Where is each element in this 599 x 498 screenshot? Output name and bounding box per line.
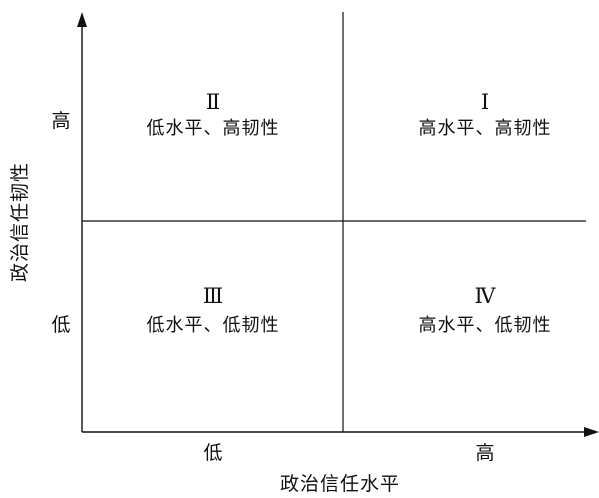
y-tick-low: 低 <box>51 314 70 336</box>
quadrant-ii-label: 低水平、高韧性 <box>147 118 280 139</box>
y-tick-high: 高 <box>51 110 70 132</box>
x-axis-arrow-icon <box>584 427 599 437</box>
quadrant-i-label: 高水平、高韧性 <box>419 118 552 139</box>
quadrant-iii-label: 低水平、低韧性 <box>147 315 280 336</box>
y-axis-arrow-icon <box>77 12 87 27</box>
quadrant-iii-numeral: Ⅲ <box>203 284 223 308</box>
quadrant-i-numeral: Ⅰ <box>481 90 489 114</box>
y-axis-title: 政治信任韧性 <box>9 162 31 282</box>
quadrant-iv-numeral: Ⅳ <box>475 284 497 308</box>
x-tick-low: 低 <box>203 442 222 464</box>
x-axis-title: 政治信任水平 <box>280 473 400 495</box>
quadrant-iv-label: 高水平、低韧性 <box>419 315 552 336</box>
x-tick-high: 高 <box>475 442 494 464</box>
quadrant-ii-numeral: Ⅱ <box>206 90 220 114</box>
